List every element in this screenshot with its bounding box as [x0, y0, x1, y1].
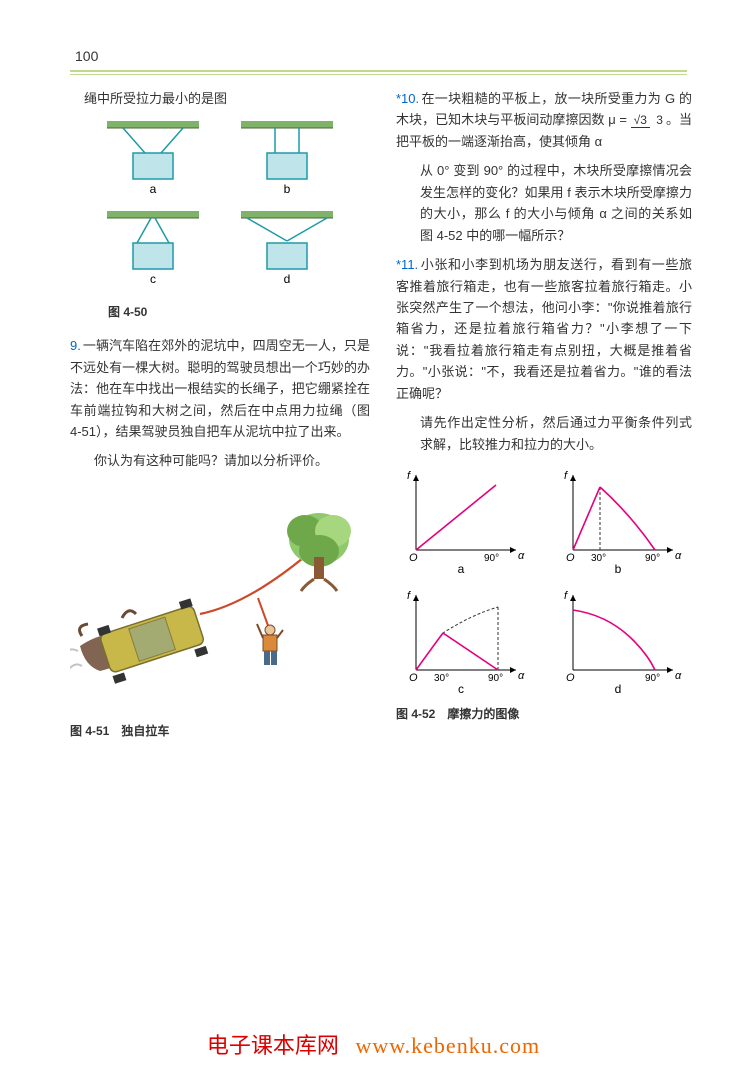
q9-text-1: 一辆汽车陷在郊外的泥坑中，四周空无一人，只是不远处有一棵大树。聪明的驾驶员想出一… [70, 338, 370, 439]
svg-text:a: a [458, 562, 465, 575]
q10-text-2: 从 0° 变到 90° 的过程中，木块所受摩擦情况会发生怎样的变化？如果用 f … [396, 160, 692, 246]
svg-text:α: α [675, 550, 682, 562]
chart-b: f O 30° 90° α b [553, 465, 688, 575]
svg-text:c: c [150, 272, 156, 286]
chart-c: f O 30° 90° α c [396, 585, 531, 695]
watermark-cn: 电子课本库网 [207, 1033, 339, 1058]
q9-text-2: 你认为有这种可能吗？请加以分析评价。 [70, 450, 370, 471]
hang-c: c [105, 207, 201, 287]
q10: *10.在一块粗糙的平板上，放一块所受重力为 G 的木块，已知木块与平板间动摩擦… [396, 88, 692, 152]
svg-text:d: d [284, 272, 291, 286]
svg-text:O: O [566, 552, 575, 564]
svg-text:f: f [407, 470, 411, 482]
right-column: *10.在一块粗糙的平板上，放一块所受重力为 G 的木块，已知木块与平板间动摩擦… [396, 88, 692, 742]
chart-d: f O 90° α d [553, 585, 688, 695]
svg-text:b: b [615, 562, 622, 575]
svg-text:90°: 90° [645, 553, 660, 564]
watermark: 电子课本库网 www.kebenku.com [0, 1028, 747, 1064]
chart-a: f O 90° α a [396, 465, 531, 575]
svg-text:O: O [409, 672, 418, 684]
page-number: 100 [75, 45, 98, 68]
q10-number: *10. [396, 91, 419, 106]
fig-4-51-caption: 图 4-51 独自拉车 [70, 722, 370, 742]
q11-text-2: 请先作出定性分析，然后通过力平衡条件列式求解，比较推力和拉力的大小。 [396, 412, 692, 455]
hang-d: d [239, 207, 335, 287]
svg-text:α: α [518, 550, 525, 562]
q11-number: *11. [396, 257, 418, 272]
header-rules [70, 70, 687, 75]
q10-fraction: √3 3 [631, 111, 666, 131]
svg-text:90°: 90° [484, 553, 499, 564]
svg-text:α: α [675, 670, 682, 682]
q11: *11.小张和小李到机场为朋友送行，看到有一些旅客推着旅行箱走，也有一些旅客拉着… [396, 254, 692, 404]
svg-text:30°: 30° [591, 553, 606, 564]
svg-text:b: b [284, 182, 291, 196]
q11-text-1: 小张和小李到机场为朋友送行，看到有一些旅客推着旅行箱走，也有一些旅客拉着旅行箱走… [396, 257, 692, 401]
hang-a: a [105, 117, 201, 197]
fig-4-51 [70, 486, 370, 716]
hang-b: b [239, 117, 335, 197]
svg-text:α: α [518, 670, 525, 682]
svg-text:O: O [409, 552, 418, 564]
svg-text:90°: 90° [645, 673, 660, 684]
svg-text:30°: 30° [434, 673, 449, 684]
fig-4-50: a b [70, 117, 370, 323]
svg-text:d: d [615, 682, 622, 695]
svg-text:f: f [564, 470, 568, 482]
left-column: 绳中所受拉力最小的是图 a [70, 88, 370, 742]
svg-text:a: a [150, 182, 157, 196]
fig-4-52-charts: f O 90° α a f O 30° 90° [396, 465, 692, 695]
q9: 9.一辆汽车陷在郊外的泥坑中，四周空无一人，只是不远处有一棵大树。聪明的驾驶员想… [70, 335, 370, 442]
svg-text:f: f [407, 590, 411, 602]
intro-line: 绳中所受拉力最小的是图 [70, 88, 370, 109]
fig-4-50-caption: 图 4-50 [108, 303, 147, 323]
svg-text:f: f [564, 590, 568, 602]
svg-text:c: c [458, 682, 464, 695]
watermark-url: www.kebenku.com [355, 1033, 540, 1058]
q9-number: 9. [70, 338, 81, 353]
svg-text:O: O [566, 672, 575, 684]
svg-text:90°: 90° [488, 673, 503, 684]
fig-4-52-caption: 图 4-52 摩擦力的图像 [396, 705, 692, 725]
